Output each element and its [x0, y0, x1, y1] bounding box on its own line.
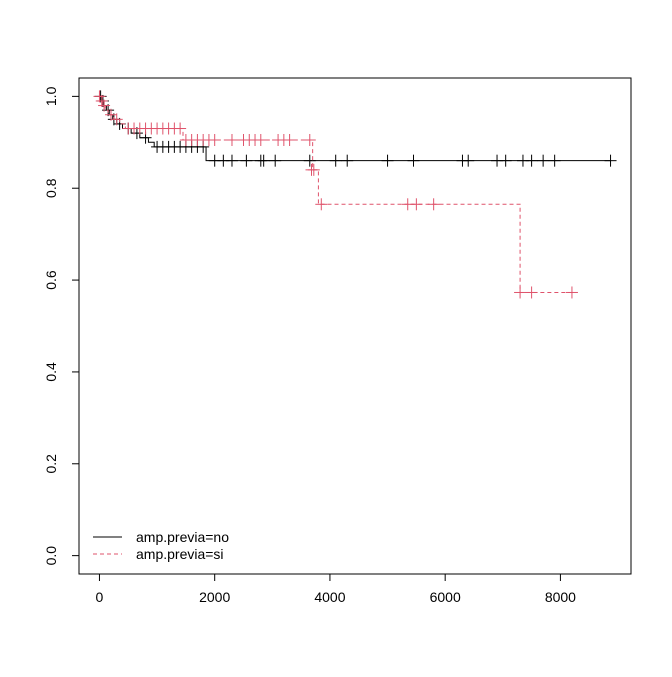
censor-mark — [514, 286, 527, 299]
censor-mark — [381, 154, 394, 167]
censor-mark — [130, 127, 143, 140]
legend-label: amp.previa=si — [136, 546, 224, 562]
x-tick-label: 0 — [96, 589, 104, 605]
censor-mark — [341, 154, 354, 167]
censor-mark — [95, 94, 108, 107]
censor-mark — [307, 163, 320, 176]
y-tick-label: 0.4 — [43, 362, 59, 382]
censor-mark — [315, 198, 328, 211]
censor-mark — [303, 134, 316, 146]
y-tick-label: 0.8 — [43, 178, 59, 198]
censor-mark — [269, 154, 282, 167]
y-tick-label: 0.2 — [43, 454, 59, 474]
censor-mark — [410, 198, 423, 211]
censor-mark — [254, 134, 267, 146]
survival-curve — [99, 95, 572, 293]
censor-mark — [525, 286, 538, 299]
censor-mark — [525, 154, 538, 167]
censor-mark — [427, 198, 440, 211]
x-tick-label: 6000 — [430, 589, 461, 605]
censor-mark — [98, 99, 111, 112]
y-tick-label: 0.6 — [43, 270, 59, 290]
censor-mark — [407, 154, 420, 167]
legend-label: amp.previa=no — [136, 529, 229, 545]
censor-mark — [257, 154, 270, 167]
censor-mark — [565, 286, 578, 299]
censor-mark — [548, 154, 561, 167]
censor-mark — [240, 154, 253, 167]
censor-mark — [303, 154, 316, 167]
censor-mark — [174, 122, 187, 135]
censor-mark — [462, 154, 475, 167]
censor-mark — [110, 113, 123, 126]
censor-mark — [104, 108, 117, 121]
censor-mark — [208, 134, 221, 146]
censor-mark — [329, 154, 342, 167]
censor-mark — [225, 154, 238, 167]
x-tick-label: 2000 — [199, 589, 230, 605]
censor-mark — [93, 90, 106, 103]
censor-mark — [225, 134, 238, 146]
x-tick-label: 4000 — [314, 589, 345, 605]
censor-mark — [283, 134, 296, 146]
x-tick-label: 8000 — [545, 589, 576, 605]
y-tick-label: 1.0 — [43, 86, 59, 106]
censor-mark — [604, 154, 617, 167]
censor-mark — [499, 154, 512, 167]
plot-frame — [78, 77, 632, 575]
y-tick-label: 0.0 — [43, 546, 59, 566]
censor-mark — [537, 154, 550, 167]
